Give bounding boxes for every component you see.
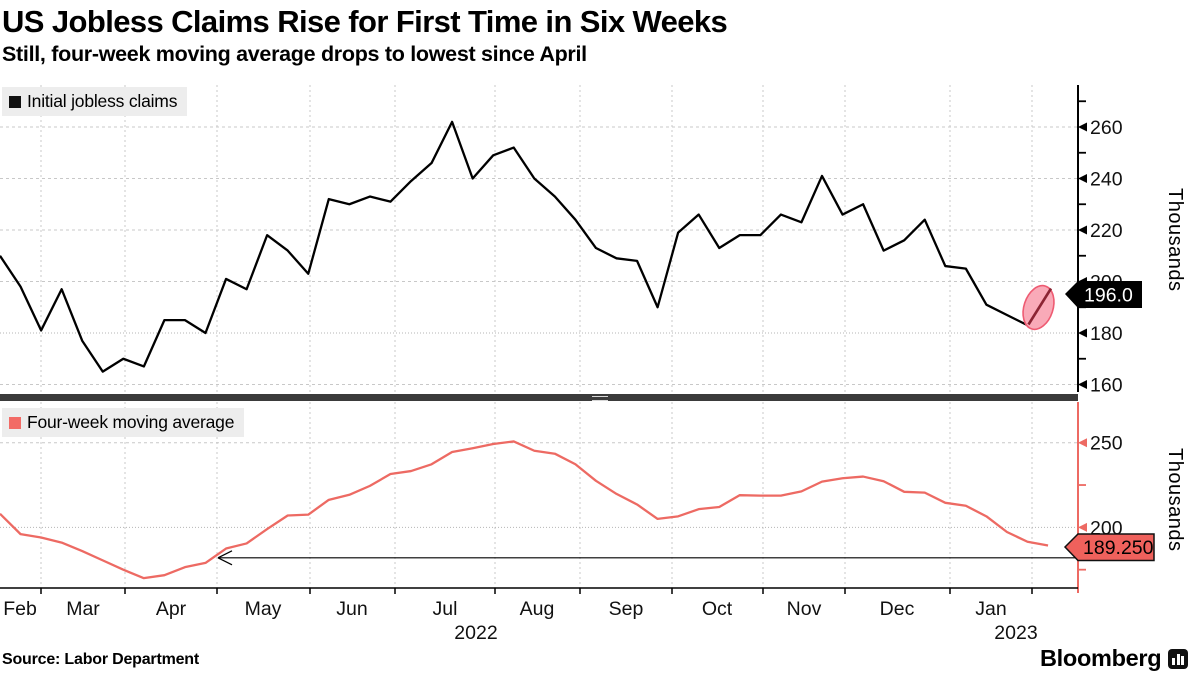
bloomberg-chart-icon [1168,649,1188,669]
claims-legend-label: Initial jobless claims [27,87,177,116]
x-tick-label-month: Jun [336,598,367,620]
legend-moving-average: Four-week moving average [2,408,244,437]
legend-initial-claims: Initial jobless claims [2,87,187,116]
current-value-top: 196.0 [1084,285,1133,307]
x-tick-label-month: May [245,598,282,620]
x-tick-label-month: Apr [156,598,187,620]
y-major-tick [1078,123,1087,132]
y-major-tick [1078,329,1087,338]
panel-divider-handle[interactable] [592,396,608,401]
brand-logo: Bloomberg [1040,645,1188,672]
current-value-bottom: 189.250 [1083,537,1154,559]
x-tick-label-month: Sep [609,598,644,620]
y-major-tick [1078,380,1087,389]
y-tick-label-top: 220 [1090,220,1123,242]
x-tick-label-year: 2023 [994,622,1037,644]
y-tick-label-top: 240 [1090,169,1123,191]
average-legend-swatch [9,417,21,429]
x-tick-label-month: Jul [433,598,458,620]
panel-divider [0,394,1078,401]
x-tick-label-year: 2022 [454,622,497,644]
y-tick-label-top: 160 [1090,375,1123,397]
y-tick-label-top: 180 [1090,323,1123,345]
average-legend-label: Four-week moving average [27,408,234,437]
x-tick-label-month: Aug [520,598,555,620]
page-subtitle: Still, four-week moving average drops to… [2,42,587,67]
source-note: Source: Labor Department [2,651,199,669]
y-major-tick [1078,523,1087,532]
y-major-tick [1078,226,1087,235]
x-tick-label-month: Dec [880,598,915,620]
y-major-tick [1078,174,1087,183]
y-axis-unit-bottom: Thousands [1163,430,1186,570]
y-tick-label-bottom: 250 [1090,433,1123,455]
x-tick-label-month: Oct [702,598,733,620]
x-tick-label-month: Mar [66,598,100,620]
claims-legend-swatch [9,96,21,108]
arrowhead-lower [218,558,232,565]
page-title: US Jobless Claims Rise for First Time in… [2,4,727,40]
y-tick-label-top: 260 [1090,117,1123,139]
x-tick-label-month: Nov [787,598,822,620]
y-major-tick [1078,438,1087,447]
x-tick-label-month: Feb [3,598,37,620]
x-tick-label-month: Jan [975,598,1006,620]
brand-name: Bloomberg [1040,645,1161,672]
y-axis-unit-top: Thousands [1163,160,1186,320]
initial-claims-line [0,122,1048,372]
